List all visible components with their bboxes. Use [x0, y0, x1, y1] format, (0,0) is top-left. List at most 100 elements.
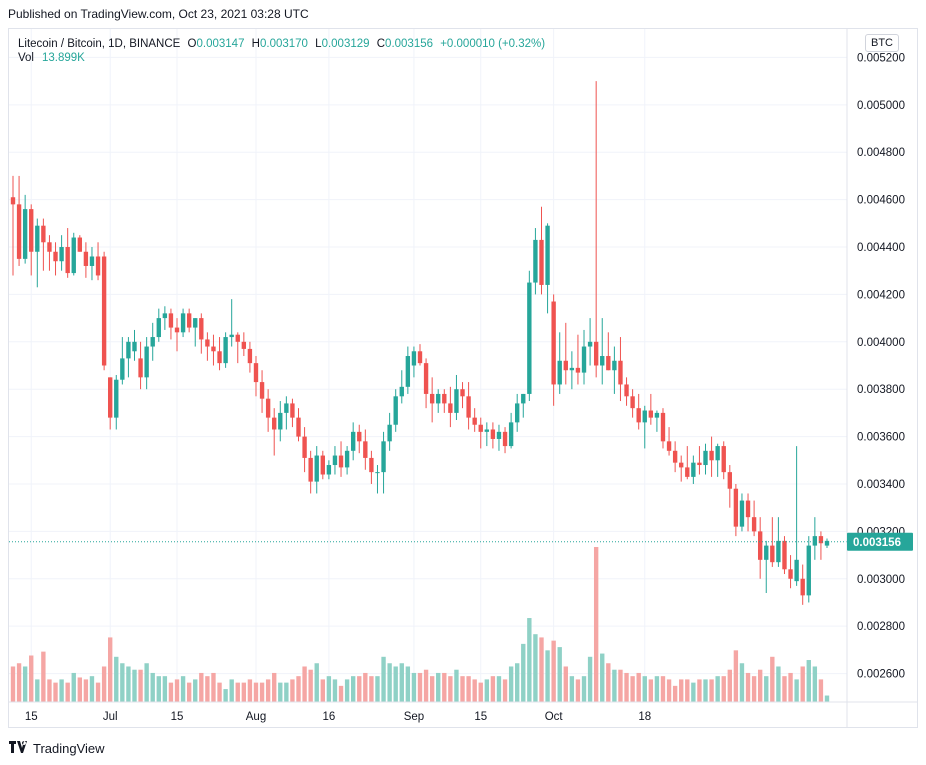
candle: [320, 450, 325, 480]
candle-body: [715, 446, 720, 461]
candle-body: [551, 301, 556, 385]
candle: [593, 81, 599, 378]
candle: [247, 341, 253, 373]
candle-body: [575, 367, 581, 373]
candle-body: [794, 559, 799, 582]
candle-body: [581, 346, 587, 373]
candle: [59, 235, 64, 271]
volume-bar: [679, 679, 684, 702]
candle-body: [770, 545, 775, 563]
symbol-label[interactable]: Litecoin / Bitcoin, 1D, BINANCE: [18, 38, 181, 50]
candle: [715, 443, 720, 477]
volume-bar: [59, 679, 64, 702]
volume-bar: [278, 682, 283, 702]
x-tick-label: 15: [171, 711, 184, 723]
candle: [770, 517, 775, 567]
candle-body: [180, 313, 186, 333]
candle-body: [824, 540, 830, 546]
volume-bar: [508, 666, 514, 702]
candle: [508, 412, 514, 449]
tradingview-brand: TradingView: [33, 740, 105, 756]
volume-bar: [162, 676, 168, 702]
x-tick-label: Oct: [545, 711, 564, 723]
volume-bar: [770, 656, 775, 702]
volume-bar: [545, 650, 550, 702]
candle: [405, 346, 411, 394]
candle-body: [654, 412, 660, 418]
candle-body: [357, 431, 362, 442]
volume-bars: [10, 547, 830, 702]
volume-bar: [703, 679, 708, 702]
volume-bar: [502, 679, 508, 702]
candlestick-chart[interactable]: 0.0026000.0028000.0030000.0032000.003400…: [9, 29, 917, 727]
candle-body: [442, 393, 447, 404]
volume-bar: [806, 660, 811, 702]
last-price-tag: 0.003156: [847, 532, 913, 551]
candle-body: [381, 441, 386, 473]
volume-bar: [265, 679, 271, 702]
volume-bar: [150, 672, 155, 702]
candle-body: [272, 417, 277, 430]
volume-bar: [697, 679, 702, 702]
volume-bar: [114, 656, 119, 702]
candle: [284, 396, 289, 430]
candle: [806, 536, 811, 603]
volume-bar: [460, 676, 465, 702]
candle: [581, 329, 587, 385]
candle-body: [290, 403, 295, 418]
y-tick-label: 0.003800: [857, 384, 905, 396]
candle-body: [612, 360, 617, 371]
candle-body: [314, 455, 319, 482]
volume-bar: [691, 682, 696, 702]
volume-bar: [205, 676, 210, 702]
candle: [539, 206, 544, 295]
candle: [697, 446, 702, 475]
price-axis[interactable]: 0.0026000.0028000.0030000.0032000.003400…: [9, 29, 917, 727]
volume-bar: [539, 637, 544, 702]
volume-bar: [593, 547, 599, 702]
candle-body: [10, 197, 16, 205]
candle: [375, 465, 380, 494]
candle: [253, 356, 259, 397]
candle: [393, 389, 398, 432]
candle: [344, 446, 350, 475]
candle: [709, 436, 714, 477]
candle-body: [199, 318, 204, 340]
volume-bar: [77, 677, 83, 702]
candle: [557, 332, 562, 394]
candle-body: [168, 313, 174, 328]
candle: [338, 441, 344, 477]
candle: [800, 564, 805, 605]
tradingview-logo[interactable]: TradingView: [9, 740, 105, 756]
candle-body: [265, 398, 271, 418]
volume-bar: [533, 634, 538, 702]
volume-bar: [41, 651, 46, 702]
volume-bar: [29, 655, 34, 702]
candle: [685, 446, 690, 480]
y-tick-label: 0.004000: [857, 337, 905, 349]
candle: [454, 374, 459, 421]
volume-bar: [53, 682, 58, 702]
volume-bar: [751, 676, 757, 702]
candle: [199, 313, 204, 354]
volume-bar: [284, 682, 289, 702]
volume-bar: [557, 647, 562, 702]
candle: [587, 318, 593, 366]
candle-body: [764, 545, 769, 560]
volume-bar: [180, 676, 186, 702]
candle-body: [338, 455, 344, 468]
time-axis[interactable]: 15 Jul 15 Aug 16 Sep 15 Oct 18: [25, 711, 651, 723]
volume-bar: [721, 676, 726, 702]
volume-bar: [296, 676, 301, 702]
currency-button[interactable]: BTC: [865, 34, 899, 52]
volume-bar: [314, 663, 319, 702]
volume-bar: [144, 663, 149, 702]
volume-bar: [259, 682, 265, 702]
candle-body: [253, 363, 259, 383]
candle-body: [284, 403, 289, 413]
volume-bar: [624, 672, 629, 702]
candle: [502, 427, 508, 454]
candle-body: [120, 358, 125, 380]
candle: [478, 417, 483, 449]
candle-body: [606, 356, 611, 371]
